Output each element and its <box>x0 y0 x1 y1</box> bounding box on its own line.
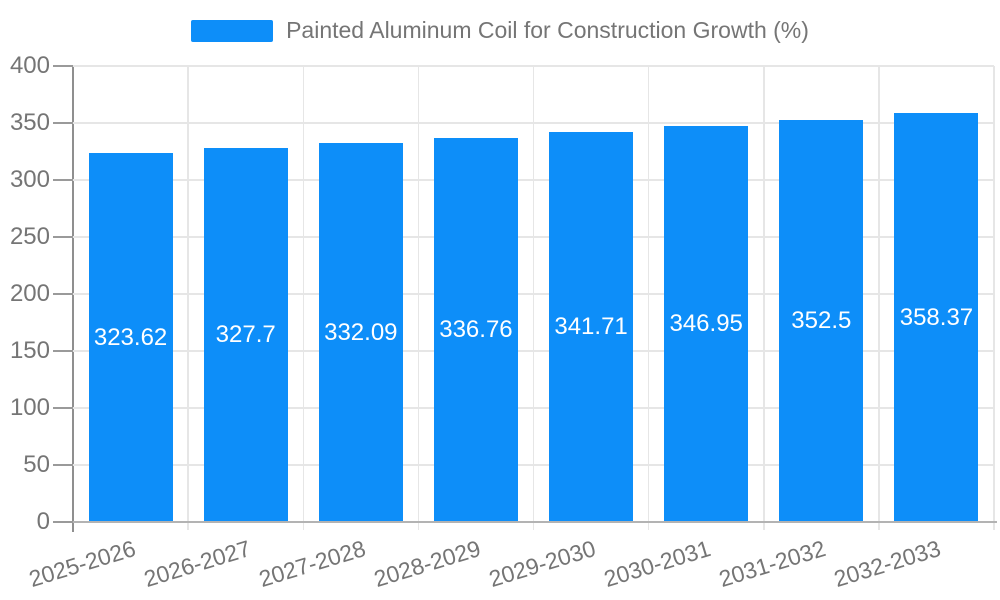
x-tick-label: 2028-2029 <box>370 535 484 593</box>
bar-value-label: 358.37 <box>899 303 974 331</box>
y-axis-tick <box>53 236 73 238</box>
legend-swatch <box>191 19 274 42</box>
y-tick-label: 100 <box>9 394 50 421</box>
x-tick-label: 2025-2026 <box>25 535 139 593</box>
y-tick-label: 150 <box>9 337 50 364</box>
bar[interactable]: 323.62 <box>88 153 173 522</box>
x-tick-label: 2027-2028 <box>255 535 369 593</box>
x-tick-label: 2032-2033 <box>831 535 945 593</box>
y-axis-tick <box>53 521 73 523</box>
y-tick-label: 350 <box>9 109 50 136</box>
x-tick-label: 2029-2030 <box>485 535 599 593</box>
x-tick-label: 2026-2027 <box>140 535 254 593</box>
y-axis-tick <box>53 179 73 181</box>
y-axis-tick <box>53 464 73 466</box>
y-axis-line <box>72 66 74 532</box>
v-gridline <box>993 66 995 530</box>
v-gridline <box>532 66 535 530</box>
y-tick-label: 50 <box>23 451 50 478</box>
y-tick-label: 250 <box>9 223 50 250</box>
v-gridline <box>878 66 880 530</box>
y-tick-label: 400 <box>9 52 50 79</box>
v-gridline <box>763 66 765 530</box>
bar-value-label: 323.62 <box>93 323 168 351</box>
y-tick-label: 0 <box>36 508 50 535</box>
x-axis-line <box>72 521 997 523</box>
bar-value-label: 341.71 <box>554 313 628 341</box>
bar[interactable]: 346.95 <box>664 126 749 522</box>
v-gridline <box>302 66 304 530</box>
bar-value-label: 346.95 <box>669 310 743 338</box>
bar[interactable]: 341.71 <box>549 132 634 522</box>
v-gridline <box>417 66 420 530</box>
bar-value-label: 352.5 <box>791 307 852 335</box>
y-axis-tick <box>53 65 73 67</box>
legend-item[interactable]: Painted Aluminum Coil for Construction G… <box>191 17 809 44</box>
bar[interactable]: 327.7 <box>203 148 288 522</box>
legend: Painted Aluminum Coil for Construction G… <box>0 17 1000 44</box>
plot-area: 323.62 2025-2026 327.7 2026-2027 332.09 2027-… <box>25 65 995 592</box>
y-axis-tick <box>53 350 73 352</box>
y-axis-tick <box>53 293 73 295</box>
y-axis-tick <box>53 122 73 124</box>
bar[interactable]: 352.5 <box>779 120 864 522</box>
x-tick-label: 2031-2032 <box>716 535 829 593</box>
bar-value-label: 327.7 <box>215 321 276 349</box>
v-gridline <box>647 66 650 530</box>
legend-label: Painted Aluminum Coil for Construction G… <box>286 17 809 43</box>
y-tick-label: 300 <box>9 166 50 193</box>
bar[interactable]: 332.09 <box>318 143 403 522</box>
bar[interactable]: 358.37 <box>894 113 979 522</box>
bar-value-label: 332.09 <box>324 318 398 346</box>
bar[interactable]: 336.76 <box>433 138 518 522</box>
x-tick-label: 2030-2031 <box>600 535 714 593</box>
y-axis-tick <box>53 407 73 409</box>
bar-value-label: 336.76 <box>439 316 513 344</box>
v-gridline <box>187 66 189 530</box>
y-tick-label: 200 <box>9 280 50 307</box>
